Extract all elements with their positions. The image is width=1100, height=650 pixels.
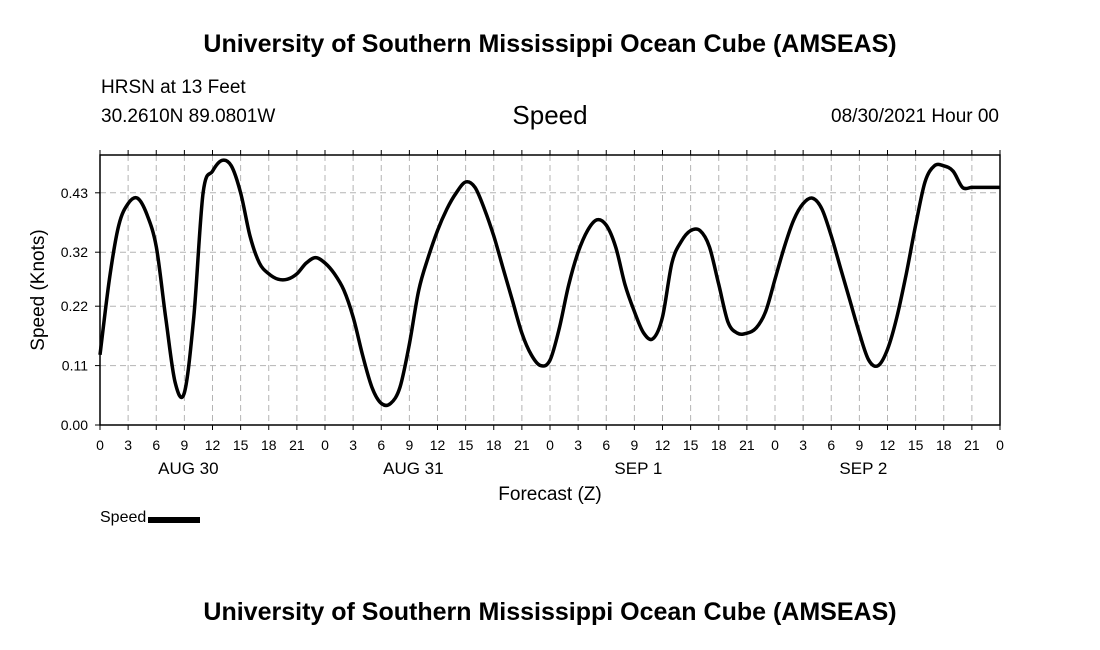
x-tick-label: 18 [261,437,277,453]
coordinates-label: 30.2610N 89.0801W [101,106,276,127]
x-tick-label: 0 [546,437,554,453]
x-tick-label: 15 [233,437,249,453]
x-tick-label: 12 [880,437,896,453]
plot-frame [99,154,1001,426]
y-axis-title: Speed (Knots) [28,229,49,350]
x-tick-label: 15 [908,437,924,453]
legend: Speed [100,509,201,527]
y-tick-label: 0.22 [61,298,88,314]
x-tick-label: 9 [405,437,413,453]
x-tick-label: 0 [96,437,104,453]
y-tick-label: 0.43 [61,185,88,201]
x-tick-label: 3 [799,437,807,453]
variable-title: Speed [512,100,588,130]
chart-title-bottom: University of Southern Mississippi Ocean… [203,598,897,626]
chart-title-top: University of Southern Mississippi Ocean… [203,30,897,58]
speed-series-line [98,158,1000,408]
x-tick-label: 15 [458,437,474,453]
x-tick-label: 6 [377,437,385,453]
x-tick-label: 3 [574,437,582,453]
x-tick-label: 12 [205,437,221,453]
x-tick-label: 12 [655,437,671,453]
x-tick-label: 6 [152,437,160,453]
x-tick-label: 9 [630,437,638,453]
x-axis-title: Forecast (Z) [498,484,601,505]
legend-label: Speed [100,509,147,526]
x-tick-label: 15 [683,437,699,453]
x-tick-label: 21 [289,437,305,453]
station-label: HRSN at 13 Feet [101,77,246,98]
y-tick-label: 0.32 [61,244,88,260]
x-tick-label: 18 [711,437,727,453]
x-day-label: SEP 1 [614,459,662,478]
x-tick-label: 0 [771,437,779,453]
x-tick-label: 18 [936,437,952,453]
x-tick-label: 3 [124,437,132,453]
x-tick-label: 6 [602,437,610,453]
x-day-label: SEP 2 [839,459,887,478]
x-tick-label: 0 [321,437,329,453]
x-day-label: AUG 31 [383,459,443,478]
x-tick-label: 0 [996,437,1004,453]
x-tick-label: 21 [964,437,980,453]
x-tick-label: 9 [855,437,863,453]
x-tick-label: 12 [430,437,446,453]
x-tick-label: 9 [180,437,188,453]
legend-line-swatch [148,517,201,523]
x-tick-label: 3 [349,437,357,453]
forecast-datetime: 08/30/2021 Hour 00 [831,106,999,127]
x-tick-label: 6 [827,437,835,453]
x-day-label: AUG 30 [158,459,218,478]
x-tick-label: 18 [486,437,502,453]
y-tick-label: 0.11 [62,358,88,374]
x-tick-label: 21 [514,437,530,453]
y-tick-label: 0.00 [61,417,88,433]
x-tick-label: 21 [739,437,755,453]
